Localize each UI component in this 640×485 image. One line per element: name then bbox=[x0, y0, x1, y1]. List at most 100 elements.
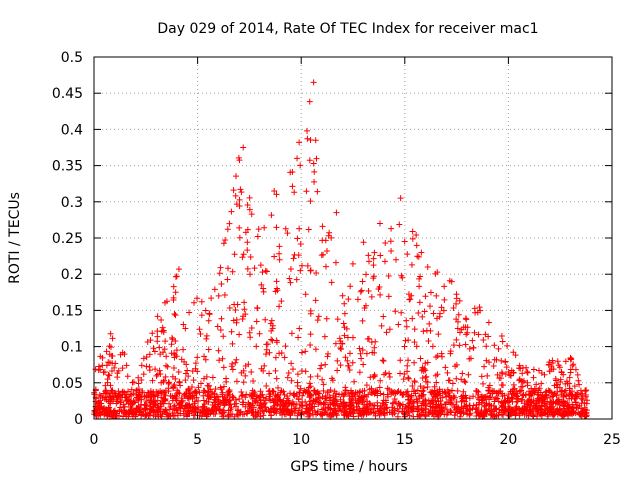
data-point bbox=[135, 380, 142, 387]
data-point-peak bbox=[304, 135, 311, 142]
data-point bbox=[407, 405, 414, 412]
data-point bbox=[172, 351, 179, 358]
data-point bbox=[250, 378, 257, 385]
data-point bbox=[92, 366, 99, 373]
data-point bbox=[154, 371, 161, 378]
data-point bbox=[216, 357, 223, 364]
data-point bbox=[157, 370, 164, 377]
data-point bbox=[434, 395, 441, 402]
data-point bbox=[201, 353, 208, 360]
data-point bbox=[172, 338, 179, 345]
x-tick-label: 5 bbox=[193, 432, 202, 448]
data-point bbox=[117, 404, 124, 411]
data-point bbox=[189, 384, 196, 391]
data-point bbox=[99, 362, 106, 369]
data-point bbox=[141, 393, 148, 400]
data-point bbox=[233, 400, 240, 407]
data-point bbox=[466, 355, 473, 362]
data-point bbox=[502, 371, 509, 378]
data-point bbox=[150, 345, 157, 352]
data-point-peak bbox=[240, 144, 247, 151]
data-point bbox=[172, 312, 179, 319]
data-point bbox=[194, 295, 201, 302]
data-point bbox=[105, 359, 112, 366]
data-point bbox=[429, 404, 436, 411]
data-point bbox=[405, 393, 412, 400]
data-point bbox=[557, 376, 564, 383]
data-point bbox=[546, 387, 553, 394]
data-point bbox=[422, 293, 429, 300]
data-point bbox=[130, 379, 137, 386]
data-point bbox=[97, 393, 104, 400]
data-point bbox=[394, 389, 401, 396]
data-point bbox=[205, 346, 212, 353]
data-point bbox=[420, 387, 427, 394]
data-point bbox=[299, 409, 306, 416]
data-point bbox=[325, 404, 332, 411]
data-point bbox=[422, 413, 429, 420]
data-point bbox=[328, 375, 335, 382]
data-point bbox=[157, 412, 164, 419]
data-point bbox=[106, 343, 113, 350]
data-point bbox=[311, 387, 318, 394]
data-point bbox=[294, 383, 301, 390]
data-point bbox=[267, 412, 274, 419]
data-point bbox=[162, 338, 169, 345]
data-point bbox=[578, 390, 585, 397]
data-point bbox=[154, 338, 161, 345]
data-point bbox=[158, 316, 165, 323]
data-point bbox=[438, 350, 445, 357]
data-point bbox=[527, 409, 534, 416]
data-point bbox=[479, 413, 486, 420]
data-point bbox=[129, 400, 136, 407]
data-point bbox=[392, 308, 399, 315]
data-point bbox=[498, 357, 505, 364]
data-point bbox=[409, 228, 416, 235]
data-point bbox=[239, 254, 246, 261]
data-point bbox=[278, 298, 285, 305]
data-point bbox=[536, 385, 543, 392]
data-point bbox=[377, 377, 384, 384]
data-point bbox=[385, 293, 392, 300]
data-point bbox=[229, 340, 236, 347]
data-point bbox=[544, 404, 551, 411]
data-point bbox=[217, 400, 224, 407]
data-point bbox=[385, 272, 392, 279]
axes: 0 5 10 15 20 25 0 0.05 0.1 0.15 0.2 0.25 0.3 0.35 0.4 0… bbox=[52, 50, 621, 448]
data-point bbox=[566, 385, 573, 392]
data-point bbox=[172, 289, 179, 296]
data-point bbox=[417, 383, 424, 390]
data-point bbox=[287, 390, 294, 397]
data-point bbox=[218, 315, 225, 322]
data-point bbox=[448, 278, 455, 285]
data-point bbox=[458, 376, 465, 383]
data-point bbox=[254, 233, 261, 240]
data-point bbox=[502, 358, 509, 365]
data-point bbox=[314, 317, 321, 324]
data-point bbox=[187, 390, 194, 397]
data-point bbox=[454, 387, 461, 394]
data-point bbox=[363, 405, 370, 412]
data-point bbox=[516, 412, 523, 419]
data-point bbox=[574, 371, 581, 378]
data-point bbox=[215, 347, 222, 354]
data-point bbox=[140, 355, 147, 362]
data-point bbox=[492, 413, 499, 420]
data-point bbox=[218, 281, 225, 288]
data-point bbox=[371, 249, 378, 256]
data-point bbox=[224, 226, 231, 233]
data-point bbox=[191, 398, 198, 405]
data-point bbox=[567, 389, 574, 396]
data-point bbox=[257, 388, 264, 395]
data-point bbox=[199, 403, 206, 410]
data-point bbox=[395, 408, 402, 415]
data-point bbox=[391, 395, 398, 402]
data-point bbox=[299, 392, 306, 399]
data-point bbox=[273, 410, 280, 417]
data-point bbox=[236, 157, 243, 164]
data-point bbox=[541, 371, 548, 378]
data-point bbox=[374, 388, 381, 395]
data-point bbox=[509, 388, 516, 395]
data-point bbox=[219, 389, 226, 396]
data-point bbox=[452, 363, 459, 370]
